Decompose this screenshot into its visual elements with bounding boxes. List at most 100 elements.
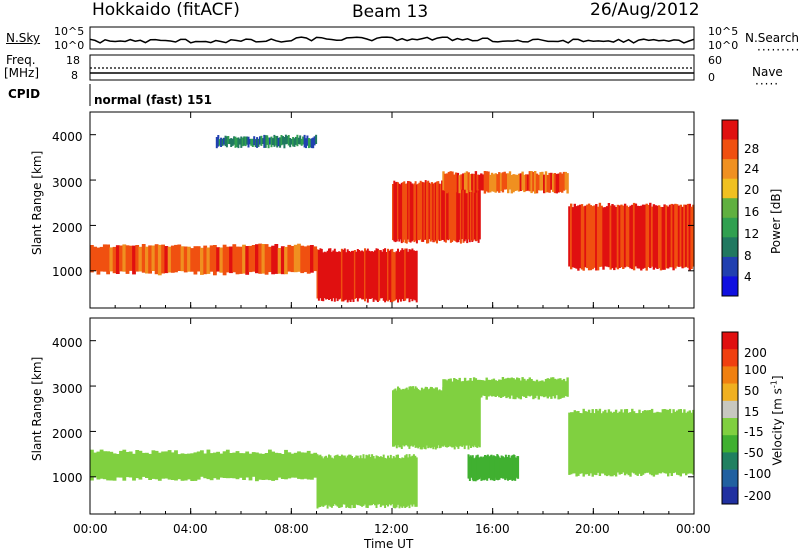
power-cell: [352, 250, 355, 302]
power-cell: [183, 246, 188, 273]
velocity-cell: [584, 411, 587, 475]
velocity-cell: [516, 377, 519, 398]
velocity-cell: [122, 449, 127, 481]
velocity-cell: [399, 458, 402, 507]
velocity-cell: [355, 455, 358, 505]
power-cell: [237, 137, 240, 149]
velocity-cell: [505, 378, 508, 399]
power-cell: [235, 246, 240, 275]
velocity-cell: [665, 409, 668, 474]
power-cell: [528, 171, 531, 192]
velocity-cell: [268, 449, 272, 481]
power-cell: [177, 244, 182, 271]
power-cell: [349, 251, 352, 302]
power-cell: [218, 139, 221, 146]
power-cbar-swatch: [722, 139, 738, 160]
velocity-cell: [336, 454, 339, 507]
power-cell: [276, 135, 279, 148]
power-cell: [348, 251, 351, 301]
power-cell: [340, 248, 343, 302]
power-cbar-swatch: [722, 120, 738, 140]
power-cell: [244, 136, 247, 147]
power-cell: [271, 138, 274, 146]
velocity-cell: [180, 453, 185, 481]
velocity-cell: [112, 453, 117, 481]
power-cell: [463, 172, 467, 190]
power-cell: [595, 204, 598, 271]
power-cell: [472, 181, 475, 241]
power-cell: [376, 248, 379, 302]
power-cell: [638, 206, 641, 269]
power-cell: [151, 245, 156, 271]
power-cell: [292, 137, 295, 147]
power-cell: [414, 181, 417, 241]
power-cell: [459, 181, 462, 244]
velocity-cell: [145, 452, 149, 478]
power-cbar-swatch: [722, 198, 738, 219]
velocity-cell: [413, 388, 416, 446]
velocity-cell: [447, 378, 451, 397]
power-cell: [345, 252, 348, 300]
velocity-cell: [242, 453, 246, 480]
power-cell: [401, 248, 404, 300]
velocity-cell: [517, 378, 521, 399]
power-cell: [596, 206, 600, 271]
velocity-cell: [229, 453, 233, 479]
power-cell: [587, 203, 591, 271]
velocity-cell: [459, 388, 462, 446]
power-cell: [264, 244, 269, 275]
velocity-cell: [582, 408, 585, 477]
power-cell: [222, 244, 227, 276]
velocity-cell: [632, 411, 636, 474]
power-cell: [392, 251, 395, 302]
power-cell: [313, 136, 316, 146]
power-cell: [402, 182, 405, 243]
power-cell: [233, 136, 236, 145]
velocity-cell: [379, 456, 382, 508]
power-cell: [467, 172, 470, 191]
velocity-cell: [410, 456, 412, 505]
velocity-cell: [568, 412, 571, 475]
power-cell: [539, 172, 542, 191]
velocity-cell: [453, 386, 456, 450]
velocity-cell: [419, 390, 422, 450]
velocity-cell: [407, 457, 410, 506]
power-cbar-swatch: [722, 256, 738, 277]
power-cbar-tick-16: 16: [744, 205, 760, 219]
power-cell: [145, 246, 149, 274]
velocity-cell: [444, 379, 447, 398]
power-cell: [135, 245, 140, 272]
velocity-cell: [452, 389, 455, 448]
power-cell: [605, 206, 609, 267]
velocity-cell: [614, 409, 618, 477]
power-cell: [462, 173, 465, 191]
power-cell: [512, 174, 515, 193]
power-cell: [447, 180, 450, 241]
power-cell: [395, 181, 398, 242]
nsky-tick-bottom: 10^0: [54, 39, 85, 52]
xtick-1: 04:00: [173, 522, 208, 536]
power-cell: [548, 172, 551, 193]
power-cell: [141, 244, 146, 273]
velocity-cell: [607, 409, 611, 476]
power-cell: [395, 251, 398, 300]
power-cell: [478, 174, 481, 190]
power-cell: [293, 138, 296, 147]
power-cell: [339, 251, 342, 299]
velocity-cell: [99, 449, 104, 479]
velocity-cbar-swatch: [722, 332, 738, 350]
velocity-cell: [393, 389, 396, 447]
xlabel: Time UT: [364, 537, 414, 551]
power-cell: [641, 204, 645, 269]
velocity-cell: [451, 381, 454, 396]
cpid-value: normal (fast) 151: [94, 93, 212, 107]
power-cell: [243, 136, 246, 146]
axis-ticks: [89, 112, 695, 514]
power-cbar-outline: [721, 119, 739, 297]
vel-cbar-tick-m15: -15: [744, 425, 764, 439]
velocity-cell: [235, 451, 240, 480]
velocity-cell: [325, 455, 328, 505]
power-cell: [398, 251, 401, 300]
power-cbar-tick-20: 20: [744, 183, 760, 197]
power-cell: [217, 135, 220, 147]
